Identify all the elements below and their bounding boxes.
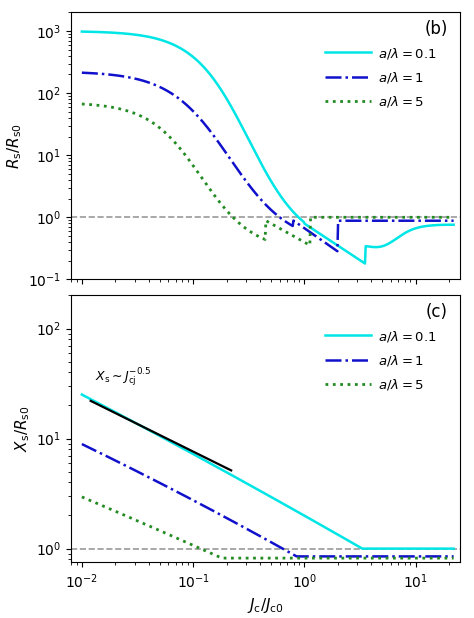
Text: $X_\mathrm{s} \sim J_\mathrm{cj}^{-0.5}$: $X_\mathrm{s} \sim J_\mathrm{cj}^{-0.5}$ — [94, 367, 151, 389]
$a/\lambda = 1$ — [451, 552, 456, 560]
$a/\lambda = 0.1$ — [384, 240, 390, 248]
Line: $a/\lambda = 0.1$: $a/\lambda = 0.1$ — [82, 394, 454, 549]
$a/\lambda = 5$ — [258, 234, 264, 241]
$a/\lambda = 5$ — [307, 242, 313, 249]
$a/\lambda = 0.1$ — [360, 545, 365, 552]
$a/\lambda = 1$ — [294, 552, 300, 560]
$a/\lambda = 1$ — [255, 531, 261, 539]
$a/\lambda = 1$ — [280, 545, 286, 552]
$a/\lambda = 5$ — [79, 100, 85, 108]
$a/\lambda = 1$ — [255, 193, 261, 200]
$a/\lambda = 5$ — [301, 238, 306, 245]
Legend: $a/\lambda = 0.1$, $a/\lambda = 1$, $a/\lambda = 5$: $a/\lambda = 0.1$, $a/\lambda = 1$, $a/\… — [319, 40, 441, 114]
$a/\lambda = 5$ — [219, 554, 225, 562]
$a/\lambda = 5$ — [443, 214, 448, 221]
$a/\lambda = 1$ — [384, 552, 390, 560]
$a/\lambda = 0.1$ — [258, 488, 264, 495]
$a/\lambda = 1$ — [443, 552, 448, 560]
Y-axis label: $R_\mathrm{s}/R_\mathrm{s0}$: $R_\mathrm{s}/R_\mathrm{s0}$ — [5, 123, 24, 169]
Y-axis label: $X_\mathrm{s}/R_\mathrm{s0}$: $X_\mathrm{s}/R_\mathrm{s0}$ — [13, 405, 32, 452]
$a/\lambda = 5$ — [301, 554, 307, 562]
$a/\lambda = 5$ — [451, 554, 456, 562]
$a/\lambda = 1$ — [335, 248, 340, 255]
$a/\lambda = 5$ — [443, 554, 448, 562]
$a/\lambda = 1$ — [280, 216, 286, 224]
$a/\lambda = 0.1$ — [79, 391, 85, 398]
$a/\lambda = 1$ — [301, 224, 306, 231]
$a/\lambda = 5$ — [256, 554, 262, 562]
$a/\lambda = 5$ — [384, 554, 390, 562]
$a/\lambda = 5$ — [384, 214, 390, 221]
Legend: $a/\lambda = 0.1$, $a/\lambda = 1$, $a/\lambda = 5$: $a/\lambda = 0.1$, $a/\lambda = 1$, $a/\… — [319, 323, 441, 397]
$a/\lambda = 0.1$ — [443, 545, 448, 552]
Line: $a/\lambda = 0.1$: $a/\lambda = 0.1$ — [82, 32, 454, 263]
$a/\lambda = 0.1$ — [301, 511, 306, 519]
$a/\lambda = 1$ — [451, 217, 456, 224]
$a/\lambda = 5$ — [258, 554, 264, 562]
Text: (b): (b) — [425, 20, 448, 38]
$a/\lambda = 5$ — [79, 493, 85, 501]
$a/\lambda = 1$ — [301, 552, 307, 560]
$a/\lambda = 0.1$ — [258, 159, 264, 166]
$a/\lambda = 1$ — [258, 533, 264, 540]
Line: $a/\lambda = 5$: $a/\lambda = 5$ — [82, 104, 454, 245]
$a/\lambda = 0.1$ — [280, 500, 286, 507]
Text: (c): (c) — [426, 303, 448, 321]
$a/\lambda = 1$ — [384, 217, 390, 224]
$a/\lambda = 0.1$ — [255, 154, 261, 162]
$a/\lambda = 0.1$ — [443, 221, 448, 229]
Line: $a/\lambda = 5$: $a/\lambda = 5$ — [82, 497, 454, 558]
$a/\lambda = 1$ — [79, 69, 85, 77]
Line: $a/\lambda = 1$: $a/\lambda = 1$ — [82, 444, 454, 556]
$a/\lambda = 5$ — [280, 227, 286, 234]
$a/\lambda = 0.1$ — [280, 196, 286, 203]
$a/\lambda = 5$ — [451, 214, 456, 221]
$a/\lambda = 0.1$ — [384, 545, 390, 552]
$a/\lambda = 5$ — [255, 232, 261, 240]
$a/\lambda = 0.1$ — [451, 221, 456, 229]
$a/\lambda = 1$ — [79, 441, 85, 448]
$a/\lambda = 0.1$ — [451, 545, 456, 552]
Line: $a/\lambda = 1$: $a/\lambda = 1$ — [82, 73, 454, 252]
$a/\lambda = 1$ — [258, 195, 264, 203]
$a/\lambda = 0.1$ — [301, 218, 306, 225]
X-axis label: $J_\mathrm{c}/J_\mathrm{c0}$: $J_\mathrm{c}/J_\mathrm{c0}$ — [247, 596, 284, 616]
$a/\lambda = 5$ — [281, 554, 287, 562]
$a/\lambda = 0.1$ — [255, 486, 261, 494]
$a/\lambda = 0.1$ — [362, 260, 368, 267]
$a/\lambda = 0.1$ — [79, 28, 85, 35]
$a/\lambda = 1$ — [443, 217, 448, 224]
